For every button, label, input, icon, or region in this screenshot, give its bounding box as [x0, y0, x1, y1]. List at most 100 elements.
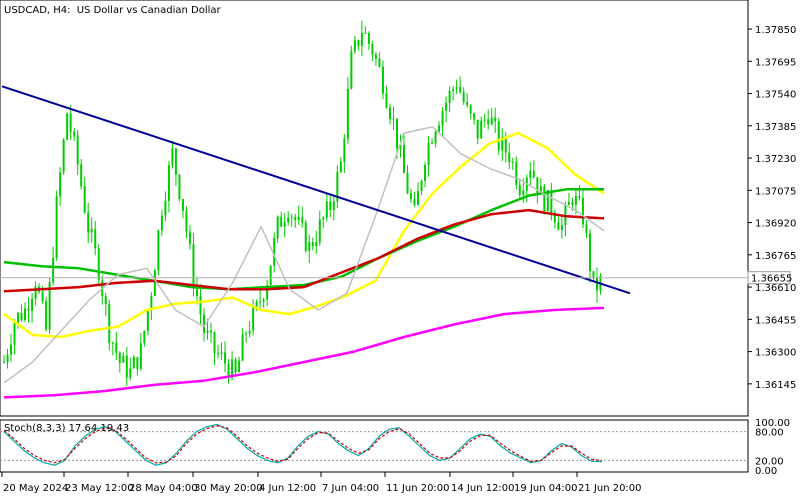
candle-body	[213, 332, 216, 354]
candle-body	[473, 113, 476, 120]
y-tick-label: 1.36455	[755, 315, 796, 326]
chart-symbol: USDCAD	[4, 5, 47, 16]
candle-body	[469, 105, 472, 114]
stoch-main-line	[3, 423, 603, 466]
candle-body	[336, 172, 339, 202]
candle-body	[560, 225, 563, 230]
candle-body	[283, 222, 286, 227]
y-tick-label: 1.36765	[755, 251, 796, 262]
candle-body	[6, 354, 9, 363]
candle-body	[515, 162, 518, 185]
chart-timeframe: H4	[53, 5, 67, 16]
candle-body	[301, 217, 304, 223]
candle-body	[567, 201, 570, 206]
candle-body	[262, 299, 265, 302]
candle-body	[17, 312, 20, 323]
candle-body	[266, 284, 269, 300]
candle-body	[452, 88, 455, 91]
candle-body	[24, 308, 27, 321]
candle-body	[367, 33, 370, 44]
stoch-level-label: 80.00	[755, 428, 784, 439]
candle-body	[66, 113, 69, 140]
candle-body	[536, 177, 539, 195]
candle-body	[280, 216, 283, 227]
y-tick-label: 1.37850	[755, 25, 796, 36]
candle-body	[459, 87, 462, 93]
stoch-level-label: 20.00	[755, 456, 784, 467]
candle-body	[424, 164, 427, 182]
y-tick-label: 1.36300	[755, 348, 796, 359]
candle-body	[153, 270, 156, 296]
candle-body	[466, 101, 469, 106]
candle-body	[543, 186, 546, 212]
candle-body	[192, 244, 195, 289]
candle-body	[357, 40, 360, 46]
price-axis: 1.37850 1.37695 1.37540 1.37385 1.37230 1.370…	[748, 25, 796, 391]
candle-body	[571, 201, 574, 205]
candle-body	[220, 352, 223, 354]
candle-body	[48, 282, 51, 330]
candle-body	[273, 238, 276, 266]
candle-body	[27, 308, 30, 311]
candle-body	[381, 66, 384, 94]
candle-body	[585, 224, 588, 234]
candle-body	[374, 54, 377, 59]
candle-body	[252, 306, 255, 331]
candle-body	[504, 136, 507, 153]
candle-body	[122, 355, 125, 363]
candle-body	[353, 40, 356, 52]
candle-body	[234, 359, 237, 373]
candle-body	[224, 352, 227, 364]
y-tick-label: 1.36920	[755, 219, 796, 230]
candle-body	[494, 117, 497, 122]
candle-body	[346, 88, 349, 139]
candle-body	[269, 265, 272, 285]
candle-body	[388, 107, 391, 120]
candle-body	[518, 184, 521, 196]
candle-body	[332, 201, 335, 211]
candle-body	[3, 361, 5, 363]
candle-body	[511, 162, 514, 164]
ma-green-line	[3, 188, 604, 291]
candle-body	[395, 118, 398, 149]
candle-body	[455, 87, 458, 89]
candle-body	[10, 344, 13, 355]
candle-body	[31, 298, 34, 311]
candle-body	[118, 352, 121, 363]
x-tick-label: 28 May 04:00	[129, 483, 198, 494]
candle-body	[445, 102, 448, 111]
stoch-level-label: 100.00	[755, 418, 790, 429]
candle-body	[315, 242, 318, 247]
candle-body	[364, 32, 367, 34]
candle-body	[441, 110, 444, 126]
candle-body	[203, 314, 205, 333]
candle-body	[217, 353, 220, 355]
candle-body	[146, 310, 149, 331]
candle-body	[62, 139, 65, 173]
candle-body	[13, 322, 16, 345]
candle-body	[129, 368, 132, 378]
candle-body	[83, 186, 86, 213]
candle-body	[434, 131, 437, 144]
candle-body	[343, 138, 346, 162]
candle-body	[406, 172, 409, 194]
candle-body	[290, 216, 293, 218]
candle-body	[195, 288, 198, 297]
candle-body	[294, 216, 297, 220]
candle-body	[34, 286, 37, 299]
candle-body	[304, 222, 307, 251]
candle-body	[160, 215, 163, 231]
candle-body	[132, 357, 135, 369]
candle-body	[52, 258, 55, 283]
candle-body	[350, 51, 353, 89]
x-tick-label: 23 May 12:00	[65, 483, 134, 494]
candle-body	[420, 181, 423, 191]
candle-body	[97, 248, 100, 281]
candle-body	[164, 200, 167, 216]
y-tick-label: 1.37075	[755, 186, 796, 197]
candle-body	[108, 304, 111, 344]
y-tick-label: 1.36610	[755, 283, 796, 294]
candle-body	[69, 113, 72, 132]
candle-body	[115, 342, 118, 353]
